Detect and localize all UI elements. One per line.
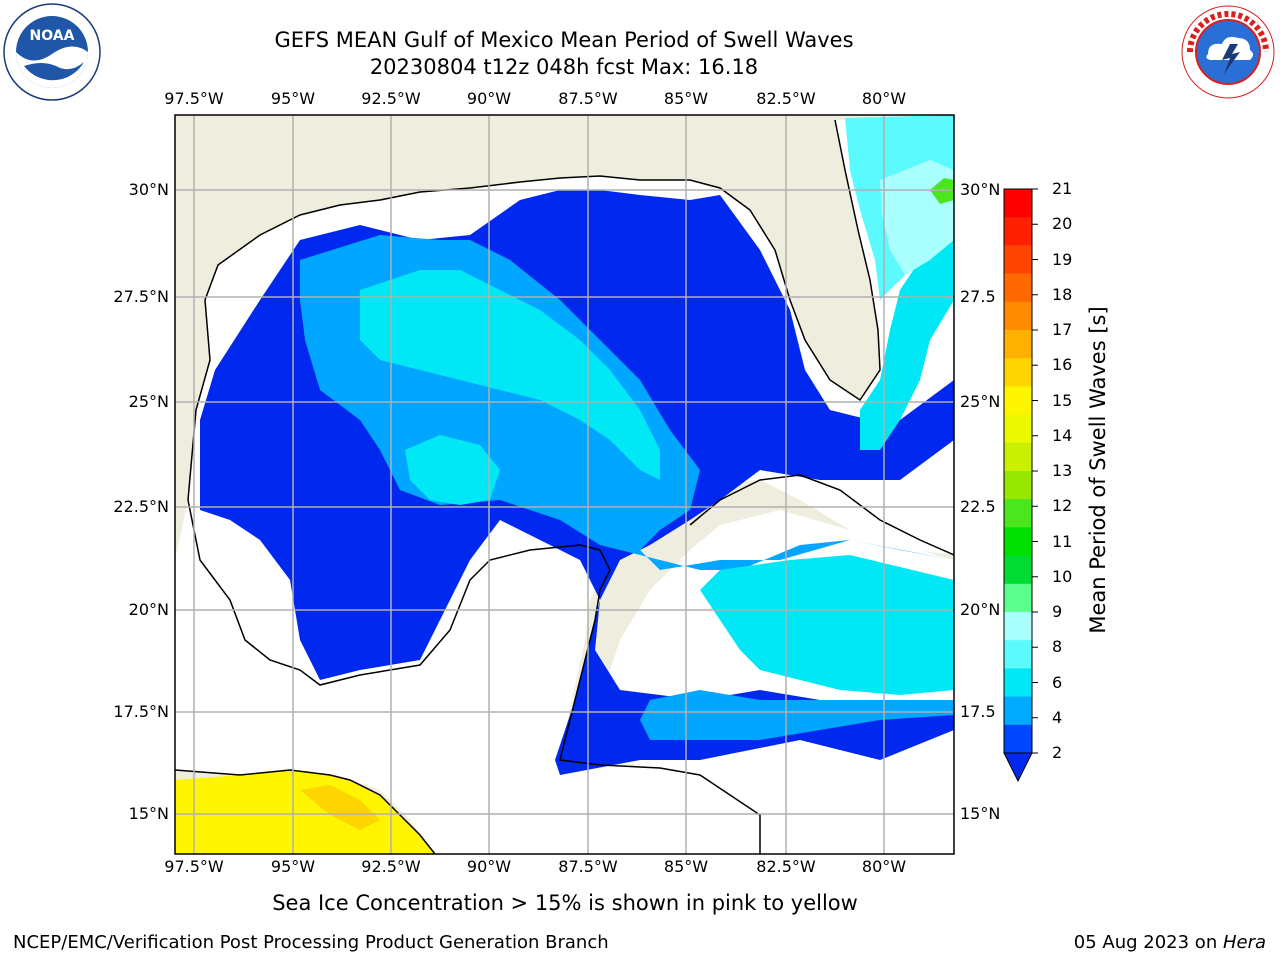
colorbar-tick-label: 18 [1052, 284, 1073, 304]
colorbar-segment [1004, 301, 1032, 331]
colorbar-tick-label: 21 [1052, 179, 1073, 198]
lon-tick-top: 82.5°W [756, 89, 816, 108]
lat-tick-right: 30°N [960, 180, 1001, 199]
lon-tick-top: 97.5°W [164, 89, 224, 108]
chart-subtitle: 20230804 t12z 048h fcst Max: 16.18 [369, 55, 759, 79]
colorbar-segment [1004, 442, 1032, 472]
lat-tick-left: 25°N [128, 392, 169, 411]
colorbar-tick-label: 6 [1052, 672, 1063, 692]
lat-tick-left: 20°N [128, 600, 169, 619]
lon-tick-bottom: 82.5°W [756, 857, 816, 876]
lat-tick-left: 30°N [128, 180, 169, 199]
colorbar-segment [1004, 640, 1032, 669]
footer-date: 05 Aug 2023 on Hera [1074, 932, 1266, 954]
map-frame [174, 114, 955, 855]
colorbar-tick-label: 17 [1052, 320, 1073, 339]
lon-tick-top: 90°W [466, 89, 512, 108]
colorbar-label: Mean Period of Swell Waves [s] [1086, 306, 1110, 634]
lon-tick-top: 80°W [861, 89, 907, 108]
lon-tick-bottom: 95°W [270, 857, 316, 876]
colorbar-segment [1004, 217, 1032, 246]
graticule [175, 115, 954, 854]
footer-date-text: 05 Aug 2023 on [1073, 932, 1223, 953]
colorbar-tick-label: 2 [1052, 743, 1063, 762]
lon-tick-bottom: 87.5°W [558, 857, 618, 876]
colorbar-tick-label: 15 [1052, 390, 1073, 410]
swell-10-11s [930, 178, 954, 204]
noaa-logo-text: NOAA [30, 28, 75, 44]
colorbar-segment [1004, 414, 1032, 444]
colorbar-tick-label: 16 [1052, 355, 1073, 375]
lon-tick-bottom: 80°W [861, 857, 907, 876]
colorbar-segment [1004, 583, 1032, 613]
lat-tick-left: 17.5°N [113, 702, 169, 721]
colorbar-segment [1004, 724, 1032, 754]
lon-tick-bottom: 85°W [663, 857, 709, 876]
colorbar-segment [1004, 555, 1032, 585]
colorbar-segment [1004, 273, 1032, 303]
colorbar-tick-label: 20 [1052, 214, 1073, 234]
chart-title: GEFS MEAN Gulf of Mexico Mean Period of … [274, 28, 854, 52]
colorbar-segment [1004, 330, 1032, 359]
colorbar-segment [1004, 471, 1032, 500]
colorbar-tick-label: 8 [1052, 637, 1063, 657]
lon-tick-top: 95°W [270, 89, 316, 108]
nws-logo [1180, 4, 1276, 100]
colorbar-tick-label: 11 [1052, 531, 1073, 551]
colorbar-tick-label: 9 [1052, 602, 1063, 621]
lat-tick-left: 27.5°N [113, 287, 169, 306]
lon-tick-top: 85°W [663, 89, 709, 108]
footer-credit: NCEP/EMC/Verification Post Processing Pr… [13, 932, 609, 953]
colorbar-segment [1004, 696, 1032, 726]
lat-tick-right: 20°N [960, 600, 1001, 619]
colorbar-segment [1004, 189, 1032, 218]
noaa-logo: NOAA [3, 3, 101, 101]
colorbar-segment [1004, 527, 1032, 557]
lon-tick-top: 92.5°W [361, 89, 421, 108]
colorbar-tick-label: 4 [1052, 707, 1063, 727]
colorbar-tick-label: 13 [1052, 461, 1073, 480]
lat-tick-left: 22.5°N [113, 497, 169, 516]
sea-ice-note: Sea Ice Concentration > 15% is shown in … [272, 891, 858, 915]
colorbar-segment [1004, 499, 1032, 528]
lat-tick-right: 17.5 [960, 702, 996, 721]
sea-ice-yellow [175, 770, 435, 854]
swell-6-8s [360, 230, 954, 695]
colorbar-tick-label: 10 [1052, 566, 1073, 586]
lon-tick-bottom: 92.5°W [361, 857, 421, 876]
lat-tick-right: 27.5 [960, 287, 996, 306]
colorbar-tick-label: 14 [1052, 425, 1073, 445]
colorbar-tick-label: 12 [1052, 496, 1073, 516]
lat-tick-right: 22.5 [960, 497, 996, 516]
lat-tick-right: 25°N [960, 392, 1001, 411]
colorbar-segment [1004, 612, 1032, 641]
colorbar-tick-label: 19 [1052, 249, 1073, 269]
colorbar-segment [1004, 245, 1032, 275]
lon-tick-bottom: 97.5°W [164, 857, 224, 876]
colorbar-segment [1004, 668, 1032, 698]
lon-tick-bottom: 90°W [466, 857, 512, 876]
colorbar [1003, 188, 1038, 783]
colorbar-extend-arrow [1003, 752, 1033, 783]
colorbar-segment [1004, 386, 1032, 416]
lat-tick-right: 15°N [960, 804, 1001, 823]
lon-tick-top: 87.5°W [558, 89, 618, 108]
colorbar-segment [1004, 358, 1032, 387]
footer-machine: Hera [1222, 932, 1266, 953]
lat-tick-left: 15°N [128, 804, 169, 823]
